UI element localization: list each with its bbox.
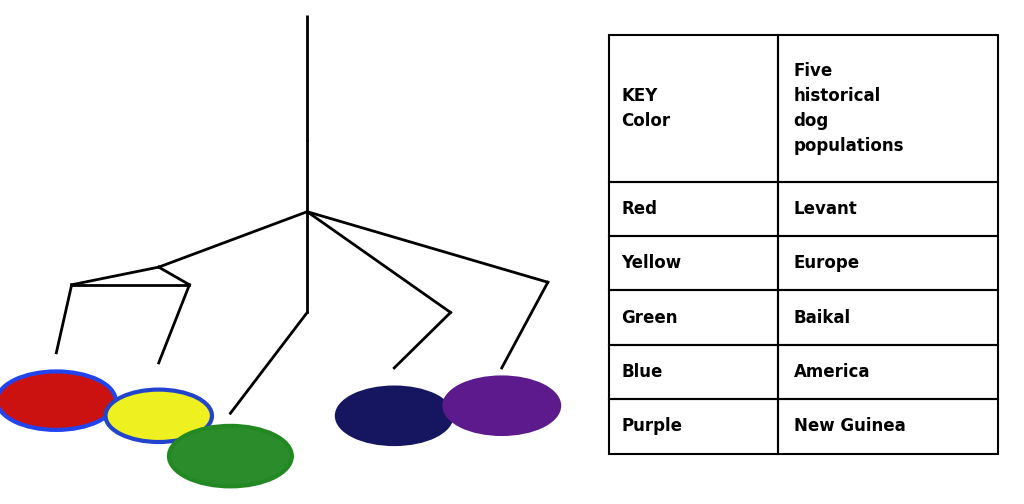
- Text: New Guinea: New Guinea: [794, 417, 905, 435]
- Circle shape: [337, 388, 452, 444]
- Circle shape: [444, 377, 559, 434]
- Text: Green: Green: [622, 308, 678, 327]
- Text: Yellow: Yellow: [622, 254, 681, 272]
- Text: Blue: Blue: [622, 363, 663, 381]
- Text: Purple: Purple: [622, 417, 682, 435]
- Text: Europe: Europe: [794, 254, 860, 272]
- Circle shape: [105, 390, 212, 442]
- Text: Five
historical
dog
populations: Five historical dog populations: [794, 62, 904, 155]
- Circle shape: [0, 371, 116, 430]
- Text: KEY
Color: KEY Color: [622, 87, 671, 130]
- Text: Baikal: Baikal: [794, 308, 851, 327]
- Text: Red: Red: [622, 200, 657, 218]
- Circle shape: [169, 426, 292, 486]
- Text: America: America: [794, 363, 870, 381]
- Text: Levant: Levant: [794, 200, 857, 218]
